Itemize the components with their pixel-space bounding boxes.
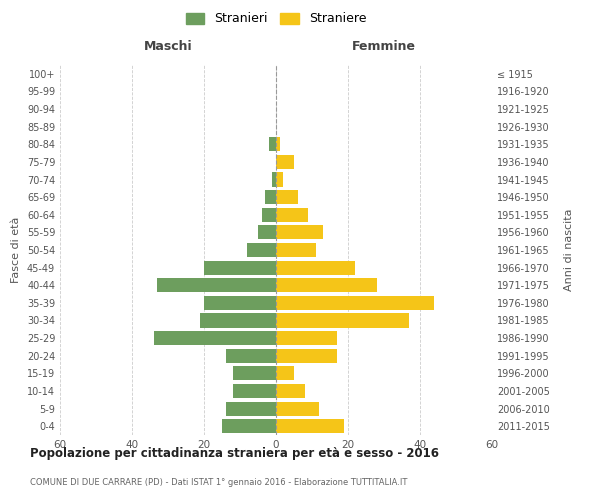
Legend: Stranieri, Straniere: Stranieri, Straniere [182, 8, 370, 29]
Bar [272, 172, 276, 186]
Bar [276, 260, 355, 274]
Bar [247, 243, 276, 257]
Bar [262, 208, 276, 222]
Bar [276, 190, 298, 204]
Bar [258, 226, 276, 239]
Bar [154, 331, 276, 345]
Y-axis label: Anni di nascita: Anni di nascita [563, 209, 574, 291]
Bar [204, 260, 276, 274]
Bar [276, 278, 377, 292]
Bar [265, 190, 276, 204]
Bar [276, 137, 280, 152]
Bar [276, 402, 319, 415]
Bar [226, 402, 276, 415]
Bar [204, 296, 276, 310]
Text: Femmine: Femmine [352, 40, 416, 52]
Bar [222, 419, 276, 433]
Bar [276, 243, 316, 257]
Bar [233, 366, 276, 380]
Bar [200, 314, 276, 328]
Bar [226, 348, 276, 363]
Text: Maschi: Maschi [143, 40, 193, 52]
Bar [157, 278, 276, 292]
Bar [276, 419, 344, 433]
Bar [276, 384, 305, 398]
Bar [276, 314, 409, 328]
Bar [276, 226, 323, 239]
Bar [276, 348, 337, 363]
Bar [276, 331, 337, 345]
Bar [276, 296, 434, 310]
Bar [276, 366, 294, 380]
Bar [276, 155, 294, 169]
Bar [269, 137, 276, 152]
Bar [233, 384, 276, 398]
Text: Popolazione per cittadinanza straniera per età e sesso - 2016: Popolazione per cittadinanza straniera p… [30, 448, 439, 460]
Y-axis label: Fasce di età: Fasce di età [11, 217, 21, 283]
Text: COMUNE DI DUE CARRARE (PD) - Dati ISTAT 1° gennaio 2016 - Elaborazione TUTTITALI: COMUNE DI DUE CARRARE (PD) - Dati ISTAT … [30, 478, 407, 487]
Bar [276, 172, 283, 186]
Bar [276, 208, 308, 222]
